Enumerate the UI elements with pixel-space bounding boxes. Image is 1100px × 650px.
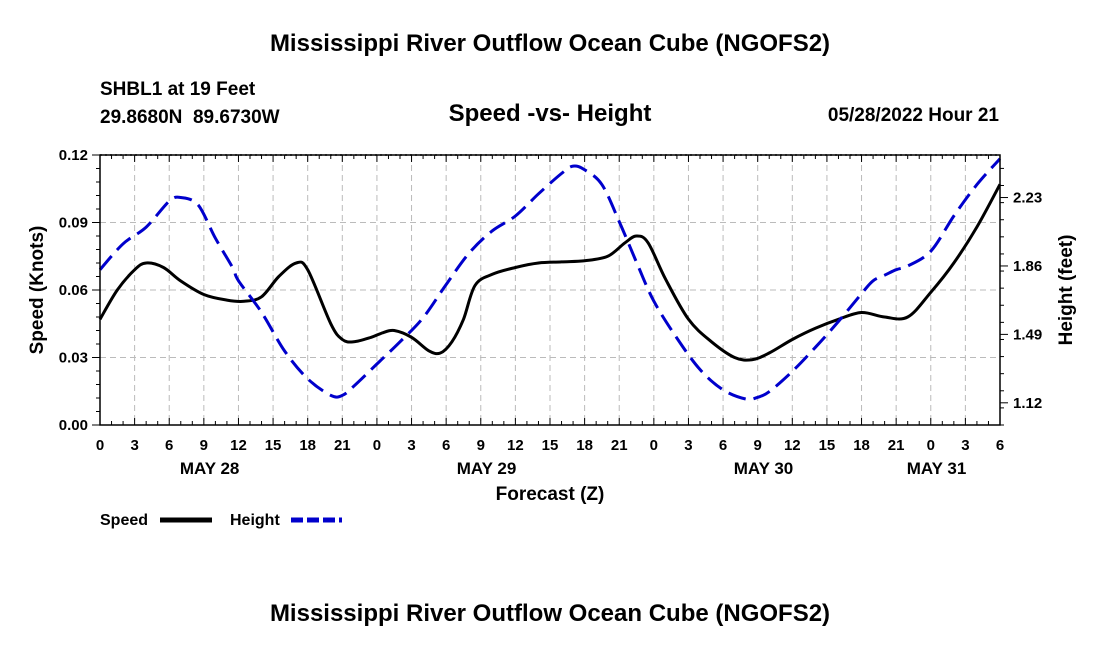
forecast-datetime: 05/28/2022 Hour 21	[827, 105, 999, 126]
y-right-tick-label: 1.12	[1013, 395, 1042, 412]
x-tick-label: 3	[961, 437, 969, 454]
x-tick-label: 12	[507, 437, 524, 454]
legend-speed-label: Speed	[100, 512, 148, 529]
y-right-tick-label: 1.86	[1013, 258, 1042, 275]
y-right-tick-labels: 1.12 1.49 1.86 2.23	[1013, 190, 1042, 412]
plot-frame	[99, 154, 1001, 426]
y-tick-labels: 0.00 0.03 0.06 0.09 0.12	[59, 147, 88, 434]
x-tick-label: 21	[888, 437, 905, 454]
chart-subtitle: Speed -vs- Height	[448, 100, 652, 127]
station-info: SHBL1 at 19 Feet 29.8680N 89.6730W	[100, 76, 280, 132]
y-tick-label: 0.09	[59, 215, 88, 232]
x-tick-label: 15	[819, 437, 836, 454]
day-label: MAY 31	[907, 459, 967, 478]
x-tick-label: 9	[754, 437, 762, 454]
y-right-tick-label: 2.23	[1013, 190, 1042, 207]
x-tick-label: 0	[96, 437, 104, 454]
station-name: SHBL1 at 19 Feet	[100, 79, 256, 100]
station-coords: 29.8680N 89.6730W	[100, 107, 280, 128]
x-tick-label: 0	[927, 437, 935, 454]
x-tick-label: 3	[130, 437, 138, 454]
y-tick-label: 0.00	[59, 417, 88, 434]
x-tick-label: 21	[334, 437, 351, 454]
series-lines	[98, 157, 1002, 401]
legend: Speed Height	[100, 512, 342, 529]
x-tick-label: 9	[477, 437, 485, 454]
x-tick-label: 6	[442, 437, 450, 454]
legend-height-label: Height	[230, 512, 280, 529]
x-tick-label: 18	[853, 437, 870, 454]
day-label: MAY 30	[734, 459, 794, 478]
day-labels: MAY 28 MAY 29 MAY 30 MAY 31	[180, 459, 966, 478]
x-tick-label: 21	[611, 437, 628, 454]
x-tick-label: 9	[200, 437, 208, 454]
x-tick-label: 6	[165, 437, 173, 454]
x-tick-label: 12	[230, 437, 247, 454]
x-tick-label: 3	[407, 437, 415, 454]
x-tick-label: 0	[650, 437, 658, 454]
series-line-height	[98, 157, 1002, 401]
day-label: MAY 28	[180, 459, 240, 478]
x-axis-label: Forecast (Z)	[496, 484, 605, 505]
x-tick-label: 6	[719, 437, 727, 454]
x-tick-label: 6	[996, 437, 1004, 454]
series-line-speed	[98, 183, 1002, 362]
x-tick-label: 18	[576, 437, 593, 454]
x-tick-label: 12	[784, 437, 801, 454]
chart-title: Mississippi River Outflow Ocean Cube (NG…	[269, 30, 831, 57]
y-tick-label: 0.03	[59, 350, 88, 367]
x-tick-label: 18	[299, 437, 316, 454]
footer-title: Mississippi River Outflow Ocean Cube (NG…	[269, 600, 831, 627]
day-label: MAY 29	[457, 459, 517, 478]
y-tick-label: 0.06	[59, 282, 88, 299]
x-tick-label: 15	[265, 437, 282, 454]
x-tick-labels: 0 3 6 9 12 15 18 21 0 3 6 9 12 15 18 21 0 3 6 9 12 15 18 21 0 3 6	[96, 437, 1004, 454]
x-tick-label: 3	[684, 437, 692, 454]
x-tick-label: 0	[373, 437, 381, 454]
y-tick-label: 0.12	[59, 147, 88, 164]
y-right-axis-label: Height (feet)	[1056, 235, 1077, 346]
x-tick-label: 15	[542, 437, 559, 454]
y-right-tick-label: 1.49	[1013, 326, 1042, 343]
y-axis-label: Speed (Knots)	[27, 226, 48, 355]
